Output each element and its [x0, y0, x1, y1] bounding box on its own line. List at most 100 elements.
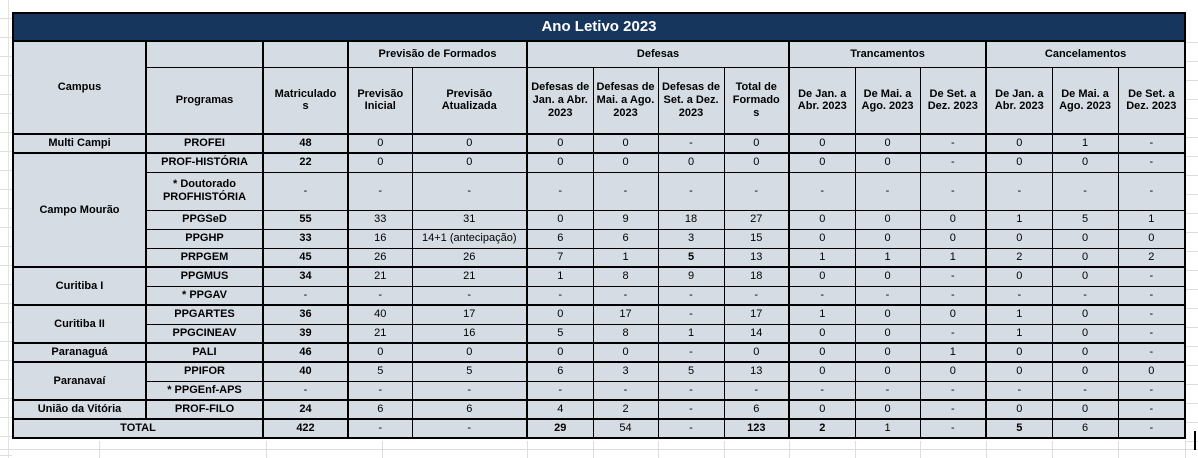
cell-value[interactable]: -: [919, 323, 987, 344]
cell-value[interactable]: -: [526, 285, 594, 306]
cell-value[interactable]: 0: [592, 152, 659, 173]
cell-value[interactable]: -: [411, 380, 528, 401]
cell-campus[interactable]: Curitiba II: [12, 304, 147, 344]
header-group-cancelamentos[interactable]: Cancelamentos: [985, 40, 1186, 68]
cell-program[interactable]: PROFEI: [145, 133, 264, 154]
cell-value[interactable]: 0: [526, 209, 594, 230]
header-matriculados[interactable]: Matriculados: [262, 66, 349, 135]
cell-value[interactable]: 0: [411, 342, 528, 363]
cell-value[interactable]: -: [1051, 285, 1119, 306]
cell-value[interactable]: 2: [1117, 247, 1186, 268]
cell-value[interactable]: 7: [526, 247, 594, 268]
cell-value[interactable]: 0: [854, 361, 921, 382]
header-previsao-inicial[interactable]: Previsão Inicial: [347, 66, 413, 135]
header-tranc-set-dez[interactable]: De Set. a Dez. 2023: [919, 66, 987, 135]
cell-value[interactable]: -: [411, 171, 528, 211]
cell-value[interactable]: -: [1117, 266, 1186, 287]
cell-campus[interactable]: Campo Mourão: [12, 152, 147, 268]
cell-value[interactable]: 39: [262, 323, 349, 344]
cell-value[interactable]: 0: [1117, 361, 1186, 382]
cell-value[interactable]: 48: [262, 133, 349, 154]
cell-value[interactable]: 26: [411, 247, 528, 268]
cell-value[interactable]: 0: [411, 152, 528, 173]
cell-value[interactable]: -: [919, 399, 987, 420]
cell-value[interactable]: 17: [592, 304, 659, 325]
cell-value[interactable]: 0: [854, 209, 921, 230]
cell-program[interactable]: PRPGEM: [145, 247, 264, 268]
cell-value[interactable]: -: [985, 285, 1053, 306]
cell-value[interactable]: -: [657, 418, 725, 439]
cell-value[interactable]: 5: [985, 418, 1053, 439]
cell-value[interactable]: 5: [657, 361, 725, 382]
cell-program[interactable]: * PPGAV: [145, 285, 264, 306]
cell-value[interactable]: 6: [1051, 418, 1119, 439]
cell-value[interactable]: -: [1117, 399, 1186, 420]
cell-value[interactable]: 0: [854, 152, 921, 173]
cell-value[interactable]: -: [919, 266, 987, 287]
header-defesas-jan-abr[interactable]: Defesas de Jan. a Abr. 2023: [526, 66, 594, 135]
cell-value[interactable]: 0: [347, 342, 413, 363]
cell-value[interactable]: 0: [411, 133, 528, 154]
cell-value[interactable]: 5: [526, 323, 594, 344]
cell-value[interactable]: -: [723, 285, 790, 306]
cell-value[interactable]: -: [919, 380, 987, 401]
cell-value[interactable]: -: [985, 171, 1053, 211]
cell-value[interactable]: -: [854, 171, 921, 211]
cell-program[interactable]: PPGMUS: [145, 266, 264, 287]
cell-value[interactable]: -: [1051, 380, 1119, 401]
cell-program[interactable]: PPGCINEAV: [145, 323, 264, 344]
cell-value[interactable]: 5: [1051, 209, 1119, 230]
cell-value[interactable]: 13: [723, 247, 790, 268]
cell-value[interactable]: -: [1117, 342, 1186, 363]
cell-value[interactable]: 0: [657, 152, 725, 173]
cell-value[interactable]: -: [526, 171, 594, 211]
cell-value[interactable]: 1: [788, 304, 856, 325]
cell-value[interactable]: 1: [854, 247, 921, 268]
cell-program[interactable]: PPGHP: [145, 228, 264, 249]
cell-value[interactable]: -: [262, 380, 349, 401]
cell-program[interactable]: PPGARTES: [145, 304, 264, 325]
cell-value[interactable]: -: [347, 285, 413, 306]
cell-value[interactable]: 15: [723, 228, 790, 249]
cell-value[interactable]: -: [526, 380, 594, 401]
header-group-previsao[interactable]: Previsão de Formados: [347, 40, 528, 68]
cell-campus[interactable]: Curitiba I: [12, 266, 147, 306]
header-blank-programas[interactable]: [145, 40, 264, 68]
header-tranc-mai-ago[interactable]: De Mai. a Ago. 2023: [854, 66, 921, 135]
header-campus[interactable]: Campus: [12, 40, 147, 135]
cell-value[interactable]: -: [657, 399, 725, 420]
cell-value[interactable]: 0: [526, 152, 594, 173]
cell-value[interactable]: 0: [788, 361, 856, 382]
cell-campus[interactable]: Multi Campi: [12, 133, 147, 154]
cell-value[interactable]: 21: [347, 323, 413, 344]
header-canc-jan-abr[interactable]: De Jan. a Abr. 2023: [985, 66, 1053, 135]
cell-value[interactable]: 9: [592, 209, 659, 230]
cell-value[interactable]: 2: [788, 418, 856, 439]
cell-value[interactable]: 1: [1117, 209, 1186, 230]
cell-value[interactable]: 0: [592, 133, 659, 154]
cell-value[interactable]: -: [657, 133, 725, 154]
cell-value[interactable]: -: [1051, 171, 1119, 211]
cell-value[interactable]: 1: [985, 323, 1053, 344]
cell-value[interactable]: -: [1117, 380, 1186, 401]
cell-value[interactable]: -: [919, 171, 987, 211]
cell-value[interactable]: 45: [262, 247, 349, 268]
cell-value[interactable]: 21: [411, 266, 528, 287]
cell-value[interactable]: 34: [262, 266, 349, 287]
cell-campus[interactable]: União da Vitória: [12, 399, 147, 420]
cell-value[interactable]: 0: [919, 361, 987, 382]
cell-program[interactable]: PALI: [145, 342, 264, 363]
cell-value[interactable]: 26: [347, 247, 413, 268]
cell-value[interactable]: 31: [411, 209, 528, 230]
cell-value[interactable]: -: [592, 171, 659, 211]
cell-value[interactable]: -: [723, 380, 790, 401]
cell-value[interactable]: 1: [1051, 133, 1119, 154]
cell-value[interactable]: -: [657, 171, 725, 211]
cell-value[interactable]: -: [657, 285, 725, 306]
cell-value[interactable]: 40: [262, 361, 349, 382]
header-total-formados[interactable]: Total de Formados: [723, 66, 790, 135]
cell-value[interactable]: 29: [526, 418, 594, 439]
cell-value[interactable]: 4: [526, 399, 594, 420]
cell-value[interactable]: 0: [788, 323, 856, 344]
cell-value[interactable]: -: [1117, 418, 1186, 439]
